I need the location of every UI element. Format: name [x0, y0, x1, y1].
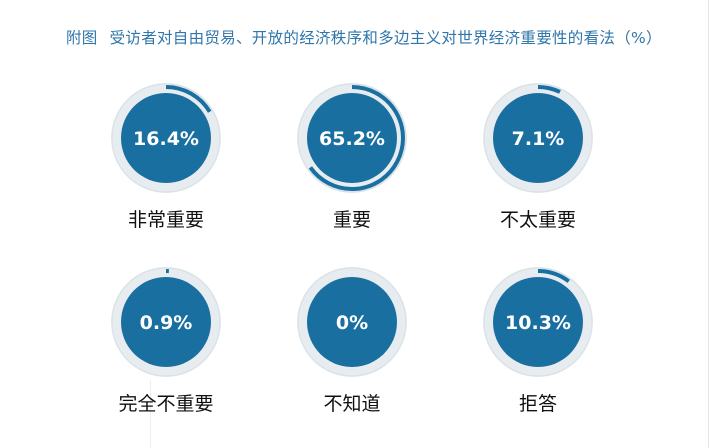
gauge-track-edge — [483, 83, 593, 193]
gauge-track-edge — [111, 83, 221, 193]
bottom-left-divider — [150, 380, 151, 448]
gauge-value: 0.9% — [140, 312, 193, 334]
gauge-1: 16.4% 非常重要 — [111, 83, 221, 231]
gauge-disc — [121, 277, 211, 367]
gauge-progress-arc — [537, 269, 570, 283]
gauge-progress-arc — [308, 85, 405, 191]
gauge-progress-arc — [537, 85, 561, 94]
gauge-label: 拒答 — [519, 393, 557, 415]
gauge-track-edge — [483, 267, 593, 377]
gauge-disc — [307, 93, 397, 183]
gauge-4: 0.9% 完全不重要 — [111, 267, 221, 415]
gauge-2: 65.2% 重要 — [297, 83, 407, 231]
figure-label: 附图 — [66, 29, 98, 47]
gauge-track-edge — [111, 267, 221, 377]
gauge-value: 7.1% — [512, 128, 565, 150]
gauge-track-edge — [297, 267, 407, 377]
gauge-6: 10.3% 拒答 — [483, 267, 593, 415]
gauge-5: 0% 不知道 — [297, 267, 407, 415]
gauge-track-edge — [297, 83, 407, 193]
gauge-value: 16.4% — [133, 128, 199, 150]
gauge-disc — [307, 277, 397, 367]
gauge-value: 65.2% — [319, 128, 385, 150]
chart-title: 附图 受访者对自由贸易、开放的经济秩序和多边主义对世界经济重要性的看法（%） — [66, 26, 662, 48]
gauge-disc — [493, 93, 583, 183]
gauge-progress-arc — [165, 85, 212, 113]
title-text: 受访者对自由贸易、开放的经济秩序和多边主义对世界经济重要性的看法（%） — [109, 29, 662, 47]
gauge-label: 完全不重要 — [118, 393, 213, 415]
gauge-value: 0% — [336, 312, 368, 334]
gauge-label: 非常重要 — [128, 209, 204, 231]
gauge-value: 10.3% — [505, 312, 571, 334]
right-divider — [708, 0, 709, 448]
gauge-disc — [493, 277, 583, 367]
gauge-3: 7.1% 不太重要 — [483, 83, 593, 231]
gauge-label: 不太重要 — [500, 209, 576, 231]
gauge-label: 不知道 — [323, 393, 380, 415]
gauge-label: 重要 — [333, 209, 371, 231]
gauge-disc — [121, 93, 211, 183]
